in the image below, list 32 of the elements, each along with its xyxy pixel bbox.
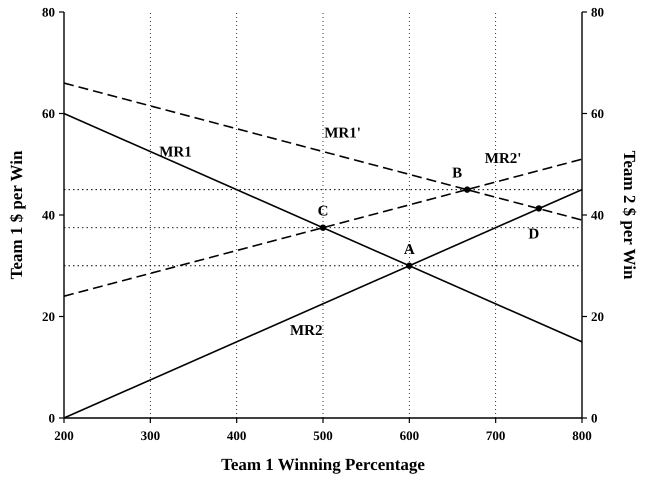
series-label: MR1 [159, 144, 192, 161]
x-tick-label: 300 [140, 428, 160, 443]
annotation: D [528, 226, 540, 242]
point [536, 205, 542, 212]
x-tick-label: 600 [400, 428, 420, 443]
y2-tick-label: 40 [591, 208, 604, 222]
x-tick-label: 700 [486, 428, 506, 443]
y-tick-label: 80 [42, 4, 55, 20]
y2-tick-label: 80 [591, 4, 604, 20]
series-label: MR2 [290, 322, 323, 339]
y2-axis-title: Team 2 $ per Win [620, 150, 639, 280]
series-label: MR1' [324, 126, 361, 142]
point [320, 224, 326, 231]
x-tick-label: 400 [226, 428, 246, 443]
x-axis-title: Team 1 Winning Percentage [221, 455, 426, 474]
y-tick-label: 0 [48, 410, 55, 426]
annotation: C [318, 204, 328, 220]
x-tick-label: 800 [572, 428, 592, 443]
y-tick-label: 60 [42, 106, 55, 121]
point [406, 262, 413, 269]
y2-tick-label: 0 [591, 410, 598, 426]
y2-tick-label: 20 [591, 309, 604, 324]
series-label: MR2' [484, 151, 522, 168]
point [464, 186, 470, 193]
y-tick-label: 40 [42, 208, 55, 222]
annotation: B [452, 166, 462, 182]
y-tick-label: 20 [42, 309, 55, 324]
x-tick-label: 500 [313, 428, 333, 443]
x-tick-label: 200 [54, 428, 74, 443]
y2-tick-label: 60 [591, 106, 604, 121]
annotation: A [404, 242, 415, 258]
y-axis-title: Team 1 $ per Win [7, 150, 26, 280]
